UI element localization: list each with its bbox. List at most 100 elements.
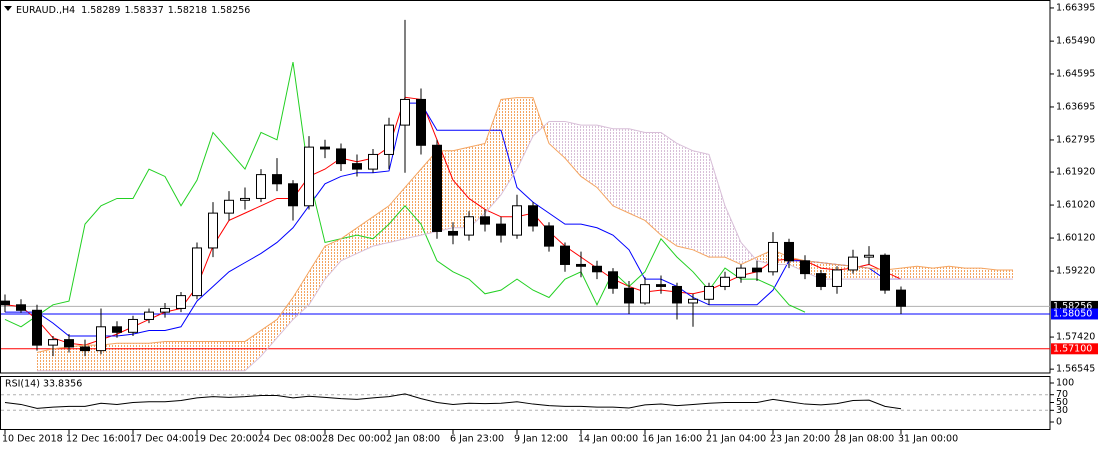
cloud-segment (181, 341, 197, 371)
indicator-line (5, 102, 901, 337)
cloud-segment (517, 97, 533, 170)
price-label: 1.57100 (1053, 343, 1092, 354)
cloud-segment (357, 216, 373, 254)
rsi-line (4, 393, 902, 410)
price-label: 1.58050 (1053, 308, 1092, 319)
cloud-segment (309, 246, 325, 305)
candle-body (832, 269, 842, 287)
candle-body (848, 256, 858, 271)
indicator-line (4, 61, 806, 328)
cloud-segment (677, 143, 693, 250)
candle-body (688, 298, 698, 304)
candle-body (352, 163, 362, 170)
cloud-segment (693, 150, 709, 258)
y-tick-label: 70 (1056, 389, 1068, 400)
x-tick-label: 21 Jan 04:00 (706, 434, 766, 445)
y-tick-label: 1.63695 (1056, 101, 1095, 112)
cloud-segment (245, 330, 261, 371)
high-price: 1.58337 (124, 5, 163, 16)
y-tick-label: 30 (1056, 405, 1068, 416)
candle-body (496, 223, 506, 236)
candle-body (208, 212, 218, 249)
candle-body (288, 183, 298, 207)
x-tick-label: 24 Dec 08:00 (258, 434, 322, 445)
candle-body (272, 174, 282, 185)
candle-body (736, 267, 746, 278)
cloud-segment (53, 346, 69, 371)
y-tick-label: 100 (1056, 378, 1074, 389)
x-tick-label: 16 Jan 16:00 (642, 434, 702, 445)
candle-body (640, 284, 650, 304)
cloud-segment (965, 268, 981, 280)
candle-body (752, 267, 762, 273)
candle-body (240, 197, 250, 201)
y-tick-label: 1.57420 (1056, 332, 1095, 343)
cloud-segment (229, 341, 245, 371)
cloud-segment (645, 132, 661, 236)
cloud-segment (709, 154, 725, 258)
symbol-menu-arrow (4, 6, 12, 11)
x-tick-label: 2 Jan 08:00 (386, 434, 440, 445)
y-tick-label: 1.61020 (1056, 200, 1095, 211)
candle-body (144, 311, 154, 320)
chart-header: EURAUD.,H4 1.58289 1.58337 1.58218 1.58256 (16, 5, 250, 16)
cloud-segment (917, 266, 933, 280)
cloud-segment (277, 297, 293, 338)
x-tick-label: 28 Dec 00:00 (322, 434, 386, 445)
cloud-segment (405, 169, 421, 239)
x-tick-label: 23 Jan 20:00 (770, 434, 830, 445)
x-tick-label: 12 Dec 16:00 (66, 434, 130, 445)
open-price: 1.58289 (81, 5, 120, 16)
candle-body (464, 216, 474, 236)
candle-body (48, 339, 58, 346)
price-label-box (1051, 343, 1098, 355)
candle-body (128, 318, 138, 333)
cloud-segment (597, 125, 613, 206)
cloud-segment (613, 128, 629, 214)
cloud-segment (565, 121, 581, 177)
candle-body (192, 247, 202, 297)
candle-body (448, 230, 458, 236)
y-tick-label: 1.62795 (1056, 134, 1095, 145)
y-tick-label: 0 (1056, 417, 1062, 428)
candle-body (64, 339, 74, 348)
candle-body (336, 148, 346, 165)
candle-body (368, 153, 378, 170)
indicator-line (37, 120, 1013, 372)
price-label-box (1051, 300, 1098, 312)
y-tick-label: 1.59220 (1056, 266, 1095, 277)
y-tick-label: 1.66395 (1056, 2, 1095, 13)
cloud-segment (325, 238, 341, 280)
symbol: EURAUD.,H4 (16, 5, 75, 16)
cloud-segment (949, 266, 965, 280)
x-tick-label: 6 Jan 23:00 (450, 434, 504, 445)
cloud-segment (293, 271, 309, 320)
candle-body (528, 205, 538, 227)
y-tick-label: 1.64595 (1056, 68, 1095, 79)
candle-body (608, 271, 618, 289)
y-tick-label: 1.56545 (1056, 364, 1095, 375)
cloud-segment (149, 341, 165, 371)
x-tick-label: 19 Dec 20:00 (194, 434, 258, 445)
price-label-box (1051, 308, 1098, 320)
main-frame (0, 0, 1051, 374)
indicator-layer (1, 61, 1050, 411)
x-tick-label: 14 Jan 00:00 (578, 434, 638, 445)
x-tick-label: 10 Dec 2018 (2, 434, 63, 445)
candle-body (704, 285, 714, 300)
candle-body (96, 326, 106, 352)
candle-body (32, 309, 42, 346)
candle-body (400, 98, 410, 126)
candle-body (384, 124, 394, 155)
candle-body (304, 146, 314, 207)
price-label: 1.58256 (1053, 301, 1092, 312)
cloud-segment (501, 97, 517, 195)
candle-body (16, 304, 26, 311)
candle-body (80, 346, 90, 352)
x-tick-label: 31 Jan 00:00 (898, 434, 958, 445)
candle-body (592, 265, 602, 273)
y-tick-label: 1.60120 (1056, 233, 1095, 244)
cloud-segment (197, 341, 213, 371)
